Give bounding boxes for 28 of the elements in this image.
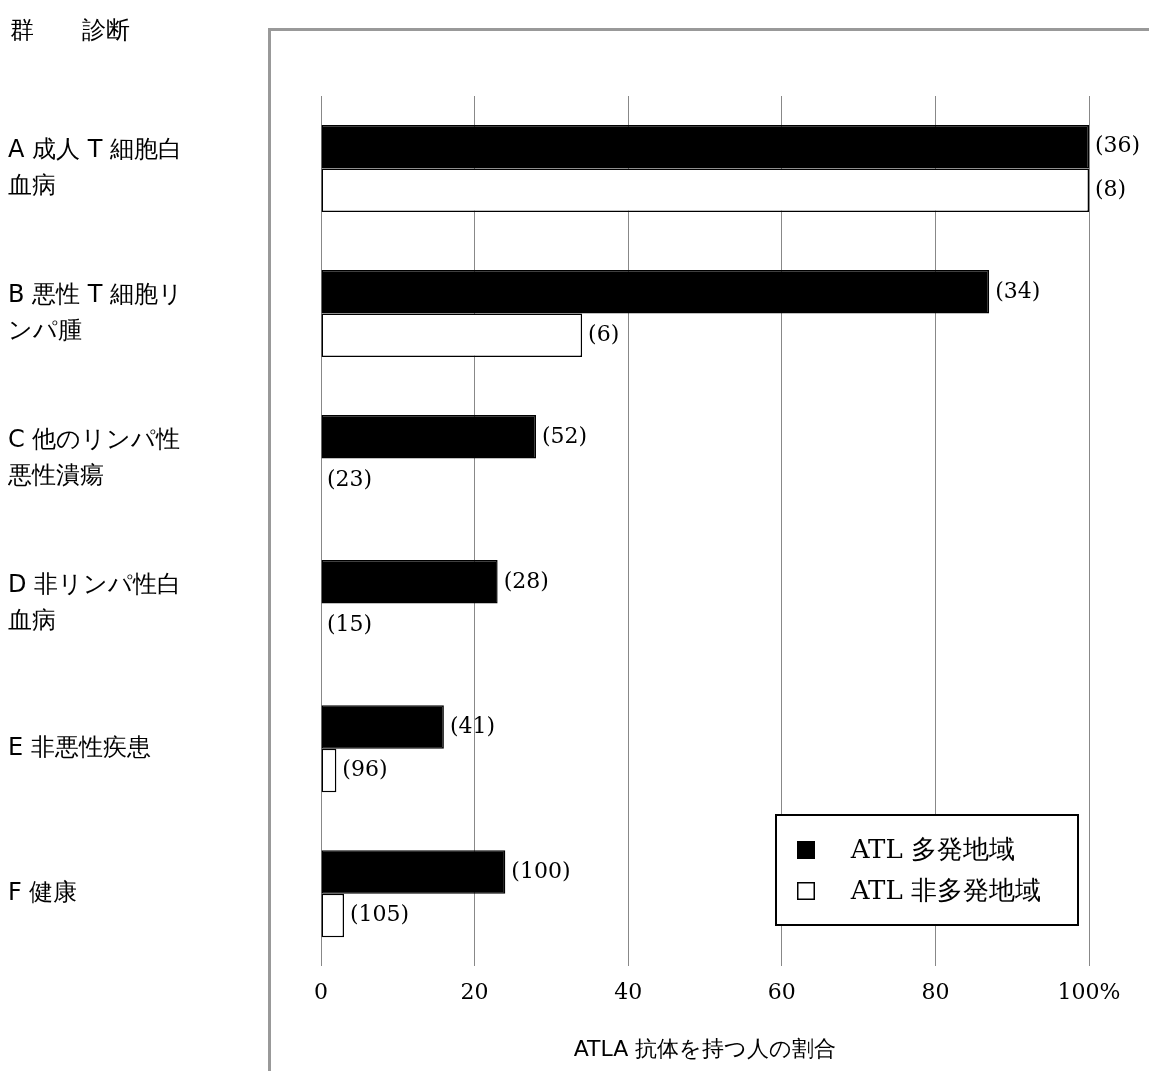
y-tick-label: B 悪性 T 細胞リンパ腫 <box>8 279 184 344</box>
x-tick-label: 0 <box>314 979 328 1005</box>
annotation: (105) <box>350 901 410 927</box>
x-tick-label: 40 <box>614 979 643 1005</box>
x-tick-label: 100% <box>1057 979 1121 1005</box>
x-tick-label: 60 <box>767 979 796 1005</box>
legend-label: ATL 多発地域 <box>850 833 1015 866</box>
y-tick-label: A 成人 T 細胞白血病 <box>8 134 182 199</box>
annotation: (52) <box>542 422 588 448</box>
legend-label: ATL 非多発地域 <box>850 874 1041 907</box>
y-tick-label: D 非リンパ性白血病 <box>8 569 182 634</box>
annotation: (15) <box>327 611 373 637</box>
annotation: (6) <box>588 321 620 347</box>
annotation: (36) <box>1095 132 1141 158</box>
x-axis-title: ATLA 抗体を持つ人の割合 <box>573 1035 837 1061</box>
annotation: (34) <box>995 277 1041 303</box>
annotation: (28) <box>503 567 549 593</box>
y-axis-title: 群 診断 <box>10 15 130 46</box>
annotation: (100) <box>511 857 571 883</box>
x-tick-label: 80 <box>921 979 950 1005</box>
x-tick-label: 20 <box>460 979 489 1005</box>
y-tick-label: E 非悪性疾患 <box>8 732 151 761</box>
y-tick-label: F 健康 <box>8 877 78 906</box>
annotation: (23) <box>327 466 373 492</box>
annotation: (41) <box>449 712 496 738</box>
y-tick-label: C 他のリンパ性悪性潰瘍 <box>7 424 181 489</box>
annotation: (96) <box>342 756 388 782</box>
annotation: (8) <box>1095 175 1127 201</box>
